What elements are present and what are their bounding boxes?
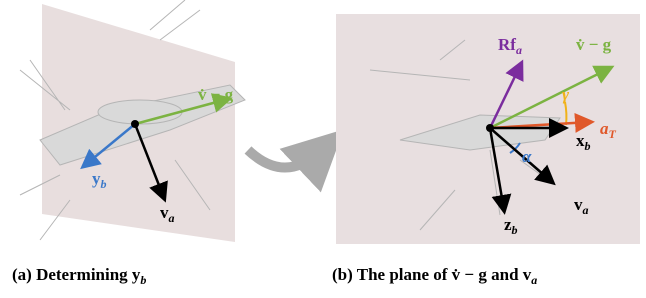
text-part: a xyxy=(583,203,589,217)
text-part: b xyxy=(140,273,146,287)
label-gamma: γ xyxy=(562,85,570,104)
text-part: (a) xyxy=(12,265,32,284)
label-alpha: α xyxy=(522,147,532,166)
text-part: a xyxy=(531,273,537,287)
text-part: T xyxy=(609,127,617,141)
text-part: b xyxy=(585,139,591,153)
label-vdot-g: v̇ − g xyxy=(576,35,612,54)
text-part: v̇ − g xyxy=(452,265,488,284)
text-part: and xyxy=(491,265,519,284)
text-part: a xyxy=(169,211,175,225)
panel-b: Rfa v̇ − g γ α xb aT va zb xyxy=(336,14,640,244)
text-part: b xyxy=(512,223,518,237)
caption-b: (b) The plane of v̇ − g and va xyxy=(332,265,537,287)
transition-arrow xyxy=(248,150,322,168)
caption-a: (a) Determining yb xyxy=(12,265,146,287)
panel-a: v̇ − g yb va xyxy=(20,0,245,242)
text-part: The plane of xyxy=(357,265,448,284)
label-vdot-g: v̇ − g xyxy=(198,85,234,104)
figure: v̇ − g yb va Rfa v̇ − g γ α xb aT va zb … xyxy=(0,0,646,298)
text-part: b xyxy=(101,177,107,191)
origin xyxy=(131,120,139,128)
origin xyxy=(486,124,494,132)
text-part: Rf xyxy=(498,35,516,54)
text-part: Determining xyxy=(36,265,128,284)
text-part: (b) xyxy=(332,265,353,284)
text-part: a xyxy=(516,43,522,57)
